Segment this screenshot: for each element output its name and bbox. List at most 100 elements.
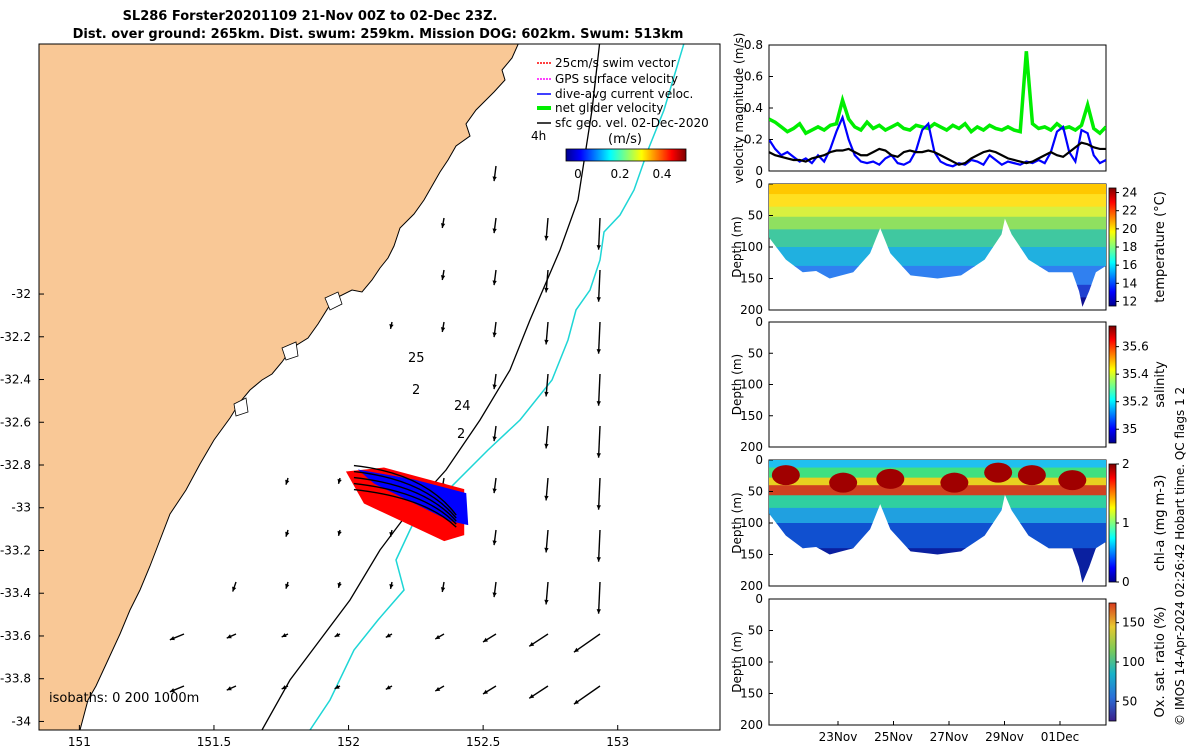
- current-vector-head: [435, 739, 440, 743]
- current-vector-head: [232, 586, 237, 592]
- isobaths-label: isobaths: 0 200 1000m: [49, 691, 199, 706]
- legend-swim-label: 25cm/s swim vector: [555, 56, 676, 70]
- colorbar-tick-label: 35.6: [1122, 340, 1149, 354]
- annotation-24: 24: [454, 399, 471, 414]
- section-colorbar-label: salinity: [1153, 361, 1168, 408]
- section-ytick-label: 50: [748, 346, 763, 360]
- section-ylabel: Depth (m): [730, 492, 744, 553]
- section-temperature: 0 50 100 150 200 Depth (m) 24 22 20 18 16 14 12 tempe…: [730, 177, 1168, 317]
- section-xtick-label: 23Nov: [819, 730, 858, 744]
- section-ylabel: Depth (m): [730, 216, 744, 277]
- section-ytick-label: 200: [740, 718, 763, 732]
- map-panel: 151 151.5 152 152.5 153 -32-32.2-32.4-32.6-3…: [0, 43, 721, 749]
- map-legend: 25cm/s swim vector GPS surface velocity …: [537, 56, 709, 130]
- section-ytick-label: 50: [748, 209, 763, 223]
- current-vector-head: [483, 689, 488, 695]
- chl-band: [769, 507, 1106, 524]
- current-vector-head: [483, 637, 488, 643]
- chl-maximum-patch: [1017, 465, 1046, 486]
- current-vector: [597, 425, 601, 458]
- current-vector-head: [385, 685, 391, 690]
- current-vector-head: [385, 633, 391, 638]
- current-vector: [573, 685, 601, 705]
- section-ytick-label: 100: [740, 655, 763, 669]
- current-vector: [597, 373, 601, 406]
- map-land: [39, 44, 519, 730]
- colorbar-tick-label: 1: [1122, 516, 1130, 530]
- current-vector-head: [440, 275, 446, 280]
- chl-band: [769, 485, 1106, 497]
- current-vector-head: [492, 436, 497, 442]
- current-vector-head: [544, 599, 549, 605]
- current-vector: [597, 477, 601, 510]
- section-ytick-label: 0: [755, 592, 763, 606]
- chl-band: [769, 460, 1106, 469]
- section-ytick-label: 50: [748, 485, 763, 499]
- section-ytick-label: 100: [740, 240, 763, 254]
- current-vector-head: [285, 583, 290, 589]
- section-chla: 0 50 100 150 200 Depth (m) 2 1 0 chl-a (mg m-3): [730, 453, 1168, 593]
- velocity-line-dive-avg-current-veloc-: [769, 114, 1106, 168]
- speed-colorbar-gradient: [565, 148, 687, 162]
- speed-tick-0.4: 0.4: [652, 167, 671, 181]
- map-frame: [38, 43, 721, 731]
- legend-gps-label: GPS surface velocity: [555, 72, 678, 86]
- velocity-ytick-label: 0.4: [744, 101, 763, 115]
- map-xtick-label: 153: [606, 735, 629, 749]
- legend-sfc-label: sfc geo. vel. 02-Dec-2020: [555, 116, 709, 130]
- map-ytick-label: -32.4: [0, 373, 31, 387]
- side-credit: © IMOS 14-Apr-2024 02:26:42 Hobart time.…: [1173, 387, 1187, 726]
- current-vector-head: [440, 223, 446, 228]
- current-vector: [597, 529, 601, 562]
- velocity-ytick-label: 0.6: [744, 70, 763, 84]
- section-axes: [768, 598, 1107, 726]
- current-vector-head: [337, 478, 342, 484]
- velocity-line-net-glider-velocity: [769, 51, 1106, 136]
- current-vector-head: [389, 324, 394, 329]
- colorbar-tick-label: 24: [1122, 186, 1137, 200]
- current-vector: [282, 738, 288, 741]
- section-ytick-label: 50: [748, 624, 763, 638]
- current-vector-head: [596, 401, 601, 406]
- track-line: [353, 470, 457, 519]
- section-axes: [768, 321, 1107, 448]
- current-vector-head: [596, 297, 601, 302]
- section-fill: [769, 460, 1106, 583]
- current-vector: [597, 581, 601, 614]
- current-vector-head: [334, 684, 340, 689]
- annotation-4h: 4h: [531, 129, 546, 143]
- section-ytick-label: 0: [755, 177, 763, 191]
- chl-band: [769, 467, 1106, 479]
- temp-band: [769, 194, 1106, 208]
- current-vector-head: [435, 634, 441, 640]
- temp-band: [769, 216, 1106, 231]
- annotation-2a: 2: [412, 383, 420, 398]
- current-vector-head: [492, 228, 497, 234]
- chl-maximum-patch: [771, 465, 800, 486]
- colorbar-tick-label: 50: [1122, 694, 1137, 708]
- current-vector-head: [334, 632, 340, 637]
- current-vector-head: [169, 636, 175, 641]
- current-vector-head: [544, 391, 549, 397]
- coastal-lake: [233, 291, 343, 417]
- map-ytick-label: -33.4: [0, 586, 31, 600]
- section-ytick-label: 100: [740, 378, 763, 392]
- temp-band: [769, 229, 1106, 248]
- velocity-axes: [768, 44, 1107, 172]
- current-vector-head: [282, 737, 287, 741]
- temp-band: [769, 247, 1106, 267]
- current-vector: [573, 633, 601, 653]
- temp-band: [769, 206, 1106, 218]
- current-vector: [597, 321, 601, 354]
- colorbar-tick-label: 14: [1122, 276, 1137, 290]
- current-vector-head: [492, 384, 497, 390]
- chl-band: [769, 495, 1106, 509]
- colorbar-tick-label: 16: [1122, 258, 1137, 272]
- map-xtick-label: 152: [337, 735, 360, 749]
- colorbar-tick-label: 35: [1122, 422, 1137, 436]
- map-ytick-label: -32.2: [0, 330, 31, 344]
- current-vector-head: [492, 592, 497, 598]
